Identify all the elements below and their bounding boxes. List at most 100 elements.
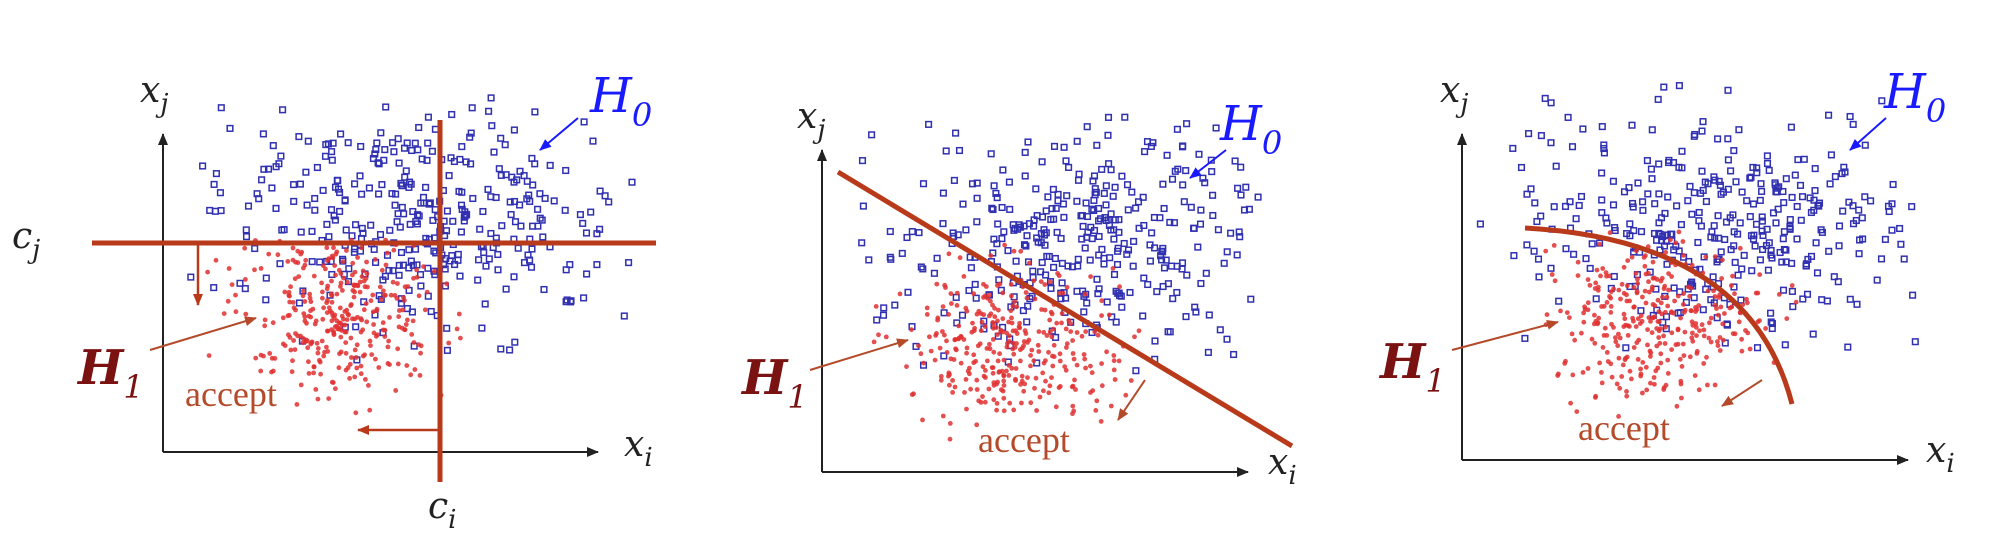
signal-point — [1021, 388, 1027, 394]
background-point — [561, 206, 569, 214]
background-point — [272, 163, 280, 171]
background-point — [1823, 297, 1831, 305]
background-point — [424, 264, 432, 272]
background-point — [540, 285, 548, 294]
signal-point — [325, 328, 330, 334]
signal-point — [340, 259, 346, 265]
background-point — [1231, 157, 1239, 165]
signal-point — [1132, 334, 1137, 340]
signal-point — [343, 350, 349, 356]
background-point — [1095, 232, 1103, 241]
background-point — [1041, 241, 1049, 249]
background-point — [396, 223, 404, 231]
background-point — [1753, 169, 1761, 177]
background-point — [1811, 165, 1819, 173]
signal-point — [1035, 342, 1041, 348]
background-point — [1162, 256, 1170, 264]
signal-point — [295, 248, 301, 254]
background-point — [1088, 205, 1096, 213]
signal-point — [1099, 361, 1104, 366]
signal-point — [1680, 341, 1686, 347]
signal-point — [970, 320, 975, 326]
signal-point — [369, 352, 375, 357]
signal-point — [290, 257, 296, 263]
background-point — [1896, 224, 1904, 233]
signal-point — [1041, 388, 1046, 394]
background-point — [400, 144, 409, 152]
background-point — [259, 130, 267, 138]
background-point — [1572, 215, 1580, 223]
background-point — [1717, 190, 1725, 198]
background-point — [1033, 234, 1041, 242]
background-point — [1051, 254, 1059, 263]
background-point — [1812, 239, 1820, 247]
signal-point — [298, 382, 304, 388]
background-point — [379, 276, 387, 284]
background-point — [525, 191, 533, 199]
background-point — [1732, 178, 1740, 186]
background-point — [1677, 221, 1685, 229]
background-point — [1592, 295, 1600, 303]
signal-point — [947, 421, 953, 426]
background-point — [1738, 188, 1746, 196]
background-point — [1881, 235, 1889, 243]
background-point — [523, 177, 531, 185]
background-point — [1735, 126, 1743, 134]
signal-point — [1642, 288, 1648, 294]
signal-point — [1717, 335, 1723, 340]
background-point — [1047, 215, 1055, 224]
background-point — [596, 225, 604, 233]
signal-point — [1047, 329, 1053, 335]
h0-pointer-arrow — [1189, 149, 1227, 179]
background-point — [1094, 290, 1102, 298]
signal-point — [1603, 270, 1609, 275]
signal-point — [1690, 330, 1695, 336]
signal-point — [1013, 378, 1018, 383]
background-point — [375, 160, 383, 168]
background-point — [1690, 189, 1698, 197]
background-point — [538, 216, 546, 224]
signal-point — [1694, 349, 1700, 354]
background-point — [1038, 258, 1046, 267]
background-point — [1527, 185, 1535, 193]
signal-point — [938, 374, 944, 379]
background-point — [989, 205, 997, 214]
background-point — [1102, 201, 1110, 209]
signal-point — [1665, 357, 1671, 363]
background-point — [939, 189, 947, 197]
signal-point — [345, 365, 351, 371]
background-point — [1168, 175, 1177, 183]
background-point — [1158, 247, 1166, 255]
signal-point — [1062, 364, 1068, 369]
signal-point — [393, 388, 399, 393]
signal-point — [290, 245, 296, 251]
background-point — [1639, 206, 1647, 214]
signal-point — [336, 365, 342, 371]
signal-point — [1104, 349, 1109, 355]
background-point — [1763, 152, 1771, 160]
signal-point — [1054, 320, 1060, 326]
signal-point — [1656, 335, 1662, 340]
signal-point — [384, 250, 390, 256]
background-point — [1701, 178, 1709, 186]
signal-point — [382, 334, 388, 339]
background-point — [1159, 180, 1167, 188]
signal-point — [1600, 345, 1606, 350]
signal-point — [1660, 294, 1665, 300]
background-point — [216, 189, 224, 197]
signal-point — [1629, 376, 1634, 382]
background-point — [967, 264, 975, 272]
signal-point — [323, 266, 328, 272]
background-point — [1057, 234, 1065, 243]
background-point — [510, 273, 518, 281]
background-point — [1020, 241, 1029, 249]
signal-point — [1642, 263, 1648, 269]
signal-point — [1708, 339, 1714, 345]
background-point — [1081, 244, 1089, 252]
background-point — [1702, 197, 1710, 206]
background-point — [211, 207, 219, 215]
background-point — [1620, 188, 1629, 196]
background-point — [917, 263, 925, 271]
background-point — [1600, 144, 1608, 153]
signal-point — [348, 303, 354, 309]
